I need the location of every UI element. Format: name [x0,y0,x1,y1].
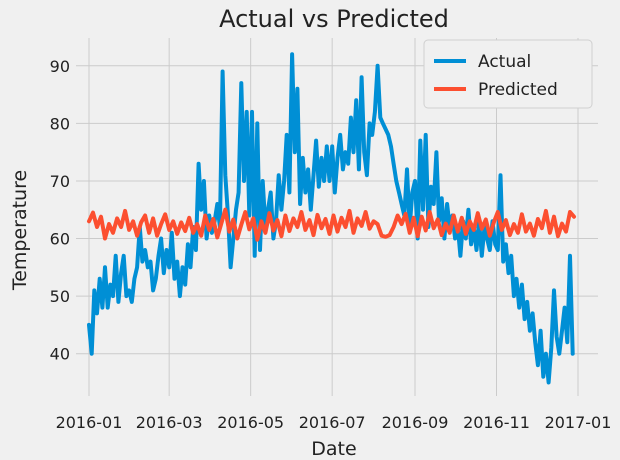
y-axis-label: Temperature [9,170,31,291]
series-layer [87,52,576,385]
x-axis-label: Date [311,438,356,460]
y-tick-label: 40 [50,345,70,364]
y-tick-label: 50 [50,287,70,306]
legend-label-predicted: Predicted [478,80,558,100]
x-tick-labels: 2016-01 2016-03 2016-05 2016-07 2016-09 2016-… [56,413,612,432]
x-tick-label: 2016-11 [463,413,530,432]
x-tick-label: 2016-05 [217,413,284,432]
legend-label-actual: Actual [478,52,531,72]
chart-title: Actual vs Predicted [219,5,449,33]
x-tick-label: 2016-09 [382,413,449,432]
legend: Actual Predicted [423,39,593,109]
x-tick-label: 2016-01 [56,413,123,432]
y-tick-label: 70 [50,172,70,191]
y-tick-label: 80 [50,114,70,133]
x-tick-label: 2016-03 [136,413,203,432]
y-tick-labels: 40 50 60 70 80 90 [50,57,70,364]
x-tick-label: 2016-07 [299,413,366,432]
series-line-predicted [87,207,576,242]
x-tick-label: 2017-01 [545,413,612,432]
y-tick-label: 90 [50,57,70,76]
y-tick-label: 60 [50,230,70,249]
